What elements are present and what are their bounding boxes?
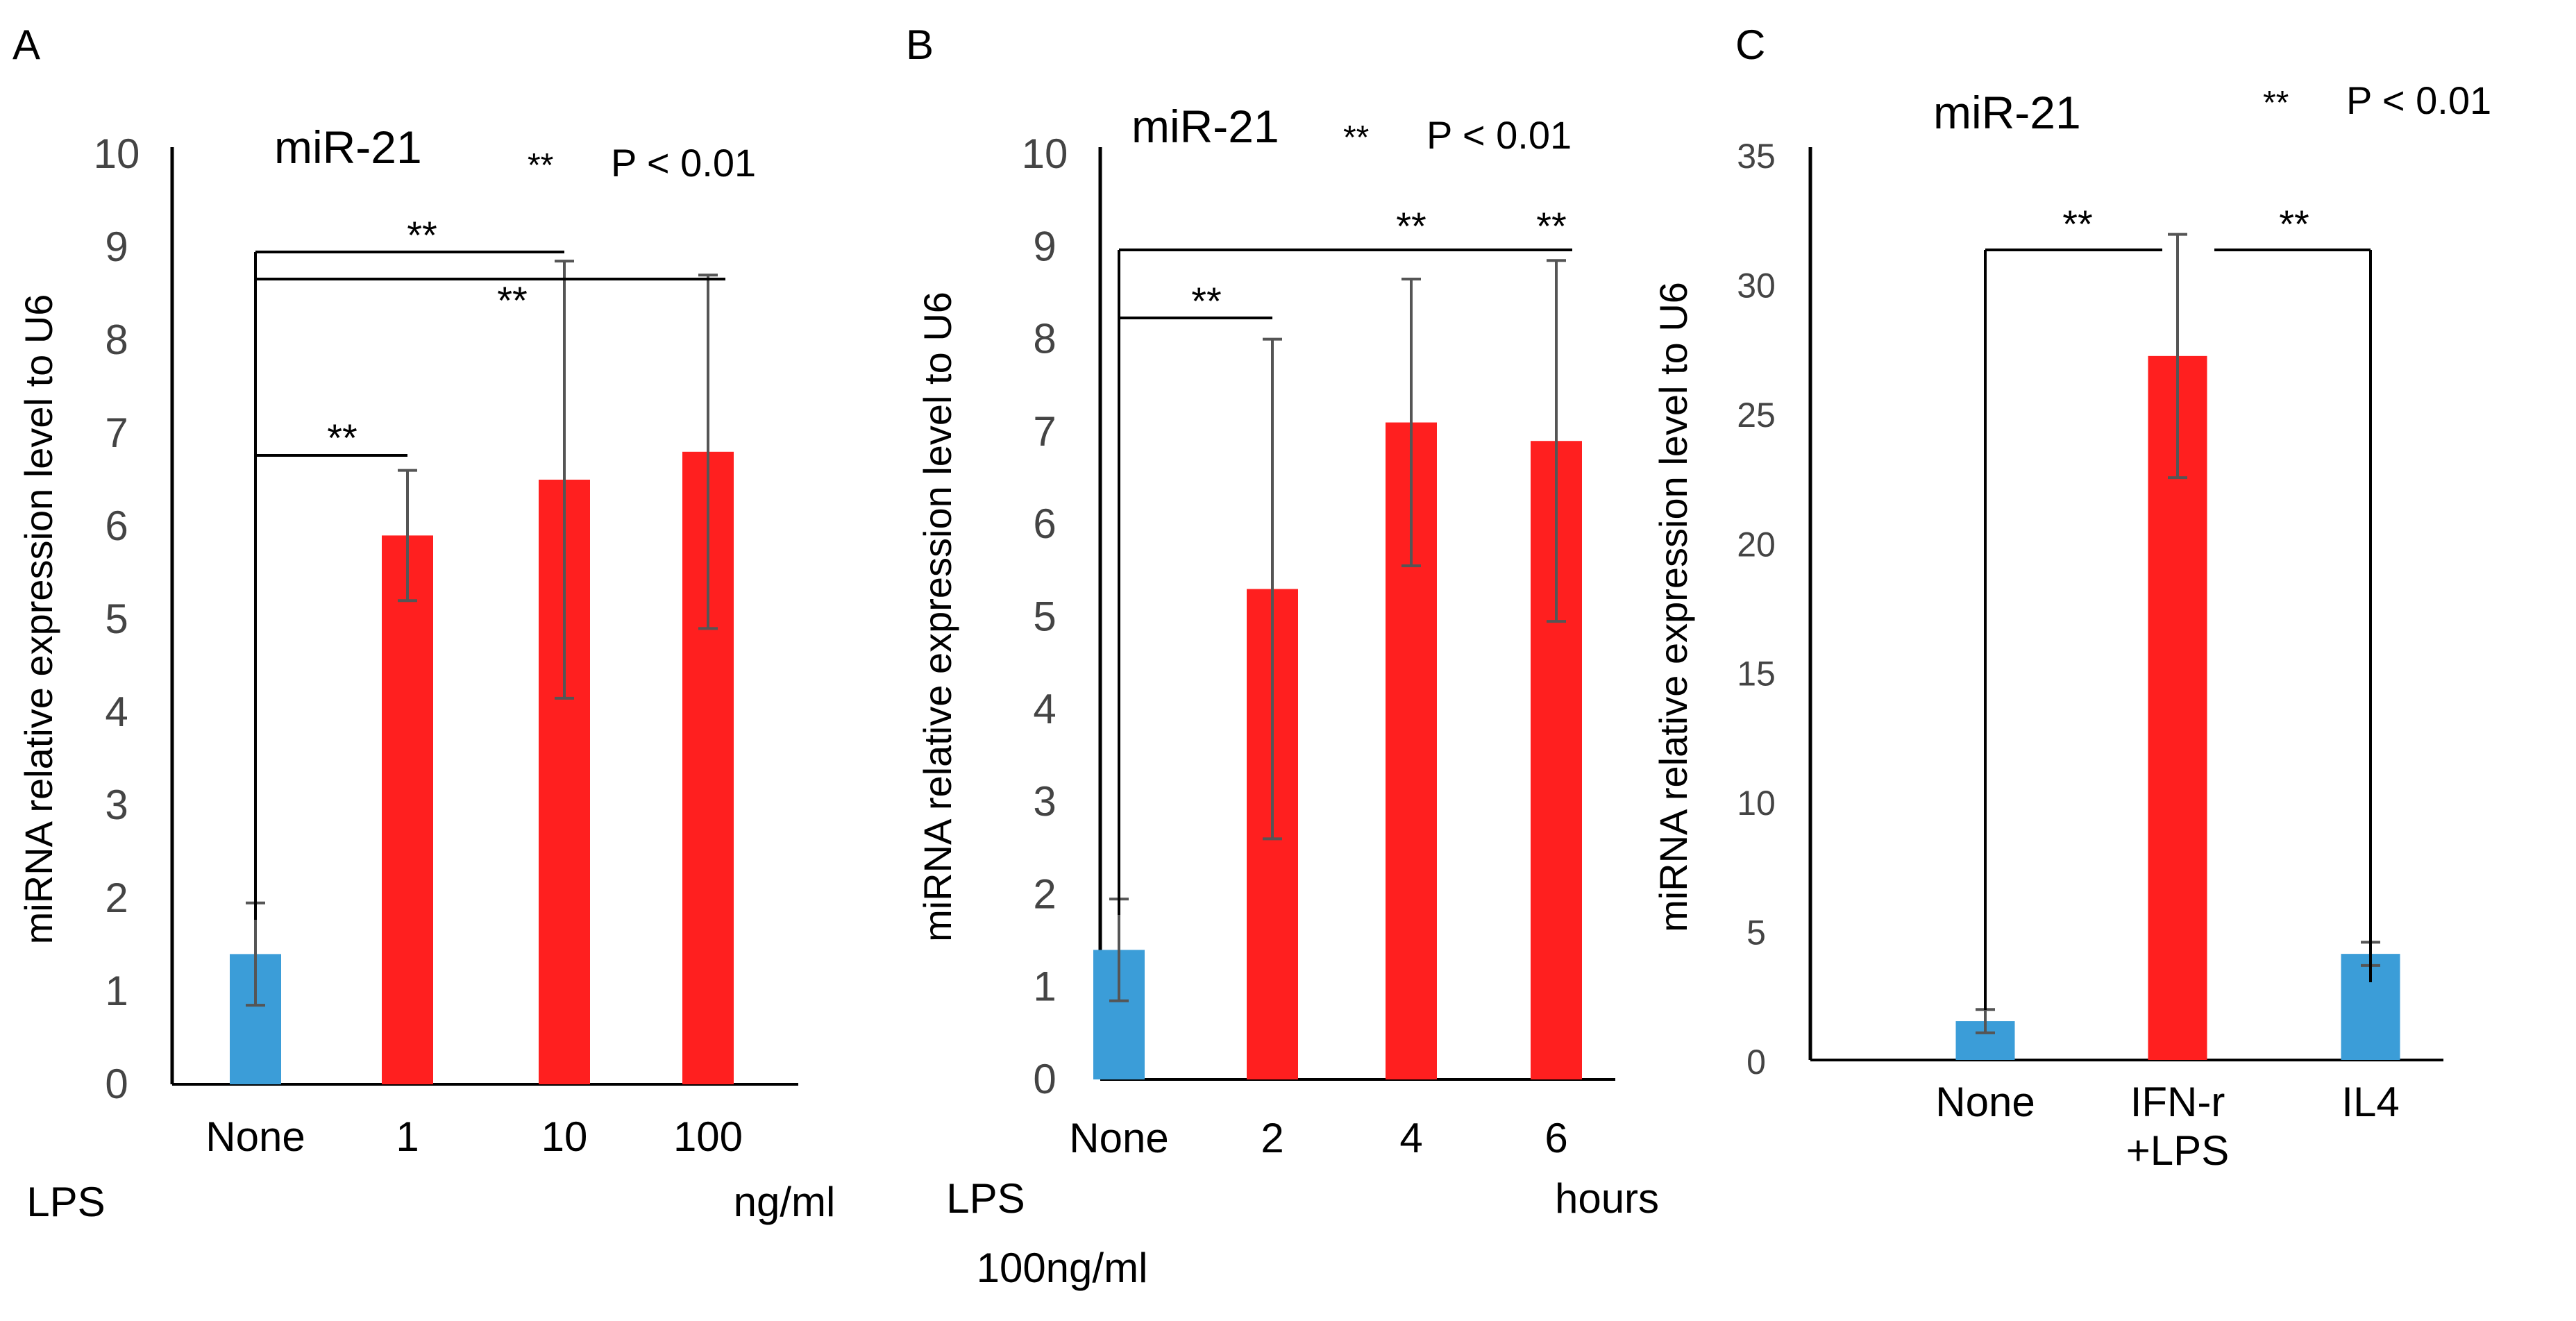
significance-bracket: ** [255, 213, 564, 257]
significance-bracket: ** [1119, 279, 1272, 323]
legend-text: P < 0.01 [611, 141, 756, 185]
x-tick-label: IL4 [2341, 1079, 2399, 1125]
y-tick-label: 0 [1033, 1056, 1056, 1102]
y-tick-label: 8 [105, 317, 128, 363]
y-tick-label: 10 [94, 131, 140, 177]
significance-bracket: ** [255, 416, 407, 460]
x-tick-label: 1 [396, 1113, 419, 1160]
y-axis-label: miRNA relative expression level to U6 [916, 292, 959, 942]
y-tick-label: 2 [1033, 870, 1056, 917]
significance-bracket: ** [1984, 202, 2162, 1010]
significance-stars: ** [1536, 204, 1567, 248]
bar [382, 535, 433, 1084]
y-tick-label: 15 [1737, 655, 1776, 693]
y-tick-label: 7 [105, 410, 128, 456]
x-tick-label: None [1069, 1115, 1168, 1161]
error-bar [698, 274, 718, 630]
significance-stars: ** [497, 278, 528, 322]
error-bar [1263, 337, 1282, 841]
y-tick-label: 2 [105, 875, 128, 921]
x-tick-label: 10 [541, 1113, 588, 1160]
y-axis-label: miRNA relative expression level to U6 [17, 294, 60, 945]
x-tick-label: 6 [1544, 1115, 1567, 1161]
x-prefix-label-line2: 100ng/ml [977, 1245, 1148, 1291]
y-tick-label: 10 [1737, 784, 1776, 823]
significance-stars: ** [1396, 204, 1426, 248]
y-tick-label: 30 [1737, 266, 1776, 305]
error-bar [555, 260, 574, 700]
chart-title: miR-21 [1131, 101, 1279, 152]
y-tick-label: 25 [1737, 396, 1776, 435]
x-tick-label: None [205, 1113, 305, 1160]
x-tick-label: IFN-r [2130, 1079, 2225, 1125]
y-tick-label: 0 [1746, 1043, 1766, 1082]
significance-legend: ** P < 0.01 [2263, 78, 2491, 122]
y-tick-label: 4 [1033, 686, 1056, 732]
y-tick-label: 3 [1033, 778, 1056, 825]
error-bar [1547, 259, 1566, 623]
y-tick-label: 0 [105, 1061, 128, 1107]
y-tick-label: 5 [1033, 594, 1056, 640]
significance-stars: ** [1191, 279, 1222, 323]
significance-stars: ** [327, 416, 357, 460]
y-tick-label: 7 [1033, 408, 1056, 455]
y-tick-label: 6 [105, 503, 128, 549]
significance-stars: ** [2062, 202, 2093, 246]
y-tick-label: 9 [1033, 223, 1056, 269]
significance-bracket: ** [255, 278, 725, 322]
x-prefix-label: LPS [26, 1179, 105, 1225]
significance-bracket: ** [1119, 204, 1572, 251]
x-prefix-label: LPS [946, 1175, 1025, 1222]
legend-symbol: ** [2263, 85, 2289, 121]
y-tick-label: 3 [105, 782, 128, 828]
y-tick-label: 5 [1746, 914, 1766, 952]
significance-stars: ** [407, 213, 437, 257]
chart-title: miR-21 [1933, 87, 2081, 138]
y-tick-label: 1 [105, 968, 128, 1014]
y-tick-label: 1 [1033, 964, 1056, 1010]
error-bar [2168, 233, 2187, 480]
legend-symbol: ** [528, 147, 553, 184]
y-tick-label: 8 [1033, 316, 1056, 362]
error-bar [1401, 277, 1421, 568]
y-tick-label: 5 [105, 596, 128, 642]
legend-text: P < 0.01 [2346, 78, 2491, 122]
x-tick-label: 4 [1399, 1115, 1422, 1161]
x-tick-label: 100 [673, 1113, 743, 1160]
legend-text: P < 0.01 [1426, 113, 1572, 157]
significance-legend: ** P < 0.01 [528, 141, 756, 185]
y-tick-label: 9 [105, 224, 128, 270]
panel-label: A [12, 22, 40, 68]
x-tick-label: None [1935, 1079, 2035, 1125]
y-tick-label: 35 [1737, 137, 1776, 176]
error-bar [398, 469, 417, 603]
significance-stars: ** [2279, 202, 2309, 246]
y-axis-label: miRNA relative expression level to U6 [1651, 282, 1695, 932]
chart-title: miR-21 [274, 121, 422, 173]
significance-legend: ** P < 0.01 [1343, 113, 1572, 157]
x-tick-label: +LPS [2126, 1127, 2229, 1174]
x-tick-label: 2 [1261, 1115, 1283, 1161]
x-axis-label: ng/ml [734, 1179, 836, 1225]
y-tick-label: 10 [1022, 131, 1068, 177]
significance-bracket: ** [2214, 202, 2372, 982]
x-axis-label: hours [1555, 1175, 1659, 1222]
y-tick-label: 4 [105, 689, 128, 735]
panel-label: C [1735, 22, 1765, 68]
y-tick-label: 20 [1737, 525, 1776, 564]
y-tick-label: 6 [1033, 500, 1056, 547]
panel-label: B [906, 22, 934, 68]
legend-symbol: ** [1343, 119, 1369, 156]
